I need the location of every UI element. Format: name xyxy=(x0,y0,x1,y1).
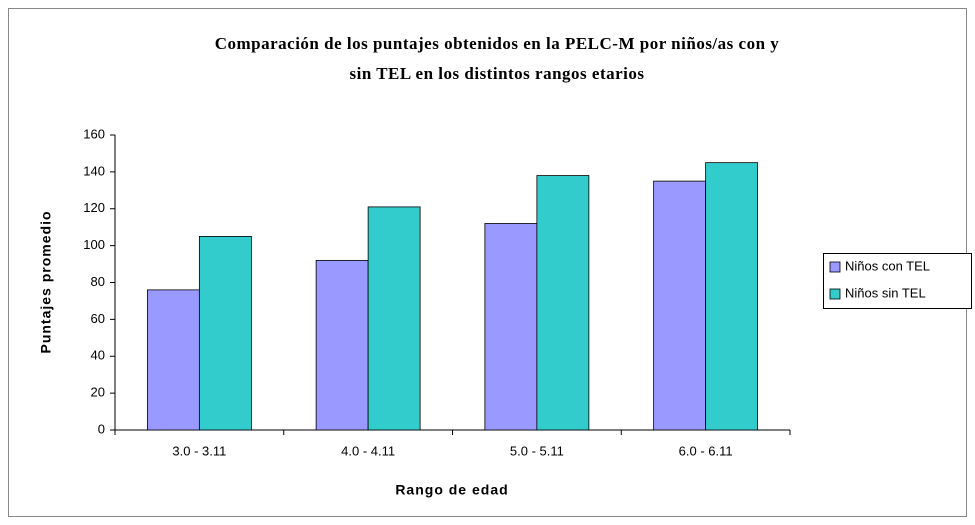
bar xyxy=(367,206,421,431)
x-axis-title: Rango de edad xyxy=(395,482,508,498)
chart-title: sin TEL en los distintos rangos etarios xyxy=(349,64,644,83)
legend-label: Niños sin TEL xyxy=(845,285,926,300)
y-tick-label: 20 xyxy=(91,385,105,400)
x-tick-label: 4.0 - 4.11 xyxy=(341,443,395,458)
bar xyxy=(146,289,200,431)
bar xyxy=(705,162,759,431)
bar xyxy=(484,223,538,431)
bar xyxy=(198,236,252,431)
y-tick-label: 80 xyxy=(91,274,105,289)
y-tick-label: 40 xyxy=(91,348,105,363)
bar xyxy=(653,180,707,431)
y-tick-label: 100 xyxy=(83,237,105,252)
bar xyxy=(315,259,369,431)
x-tick-label: 3.0 - 3.11 xyxy=(172,443,226,458)
x-tick-label: 5.0 - 5.11 xyxy=(510,443,564,458)
legend xyxy=(823,253,972,309)
y-tick-label: 0 xyxy=(98,421,105,436)
y-axis-title: Puntajes promedio xyxy=(38,210,54,353)
x-tick-label: 6.0 - 6.11 xyxy=(679,443,733,458)
y-tick-label: 120 xyxy=(83,200,105,215)
legend-swatch xyxy=(829,288,841,300)
y-tick-label: 160 xyxy=(83,126,105,141)
bar xyxy=(536,175,590,431)
legend-label: Niños con TEL xyxy=(845,258,930,273)
y-tick-label: 60 xyxy=(91,311,105,326)
chart-title: Comparación de los puntajes obtenidos en… xyxy=(215,34,780,53)
legend-swatch xyxy=(829,261,841,273)
y-tick-label: 140 xyxy=(83,163,105,178)
